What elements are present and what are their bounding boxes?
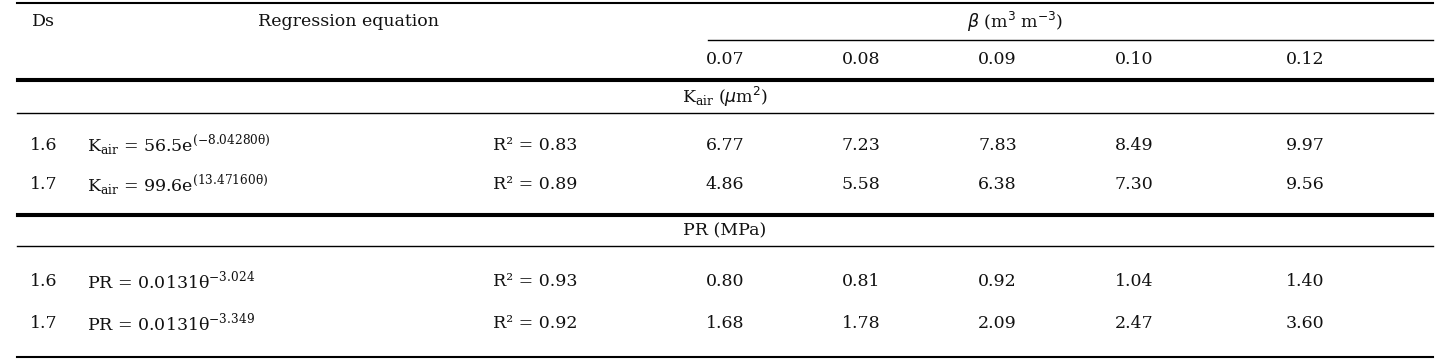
Text: 6.38: 6.38 xyxy=(979,176,1016,193)
Text: 0.92: 0.92 xyxy=(979,273,1016,289)
Text: K$_{\mathregular{air}}$ ($\mu$m$^2$): K$_{\mathregular{air}}$ ($\mu$m$^2$) xyxy=(682,85,769,109)
Text: 2.47: 2.47 xyxy=(1115,315,1153,332)
Text: 5.58: 5.58 xyxy=(842,176,880,193)
Text: 1.6: 1.6 xyxy=(30,273,57,289)
Text: PR = 0.0131θ$^{\mathregular{-3.349}}$: PR = 0.0131θ$^{\mathregular{-3.349}}$ xyxy=(87,312,255,334)
Text: 0.12: 0.12 xyxy=(1286,51,1324,68)
Text: 1.7: 1.7 xyxy=(29,315,58,332)
Text: K$_{\mathregular{air}}$ = 56.5e$^{\mathregular{(-8.04280θ)}}$: K$_{\mathregular{air}}$ = 56.5e$^{\mathr… xyxy=(87,132,271,157)
Text: 1.7: 1.7 xyxy=(29,176,58,193)
Text: 0.09: 0.09 xyxy=(979,51,1016,68)
Text: 0.10: 0.10 xyxy=(1115,51,1153,68)
Text: 9.56: 9.56 xyxy=(1286,176,1324,193)
Text: R² = 0.83: R² = 0.83 xyxy=(493,136,577,153)
Text: 1.68: 1.68 xyxy=(706,315,744,332)
Text: 1.6: 1.6 xyxy=(30,136,57,153)
Text: 0.81: 0.81 xyxy=(842,273,880,289)
Text: R² = 0.89: R² = 0.89 xyxy=(493,176,577,193)
Text: 1.40: 1.40 xyxy=(1286,273,1324,289)
Text: 0.07: 0.07 xyxy=(706,51,744,68)
Text: 2.09: 2.09 xyxy=(979,315,1016,332)
Text: R² = 0.92: R² = 0.92 xyxy=(493,315,577,332)
Text: PR = 0.0131θ$^{\mathregular{-3.024}}$: PR = 0.0131θ$^{\mathregular{-3.024}}$ xyxy=(87,270,255,292)
Text: $\beta$ (m$^3$ m$^{-3}$): $\beta$ (m$^3$ m$^{-3}$) xyxy=(967,10,1063,34)
Text: 1.04: 1.04 xyxy=(1115,273,1153,289)
Text: 7.23: 7.23 xyxy=(842,136,880,153)
Text: Ds: Ds xyxy=(32,13,55,31)
Text: 1.78: 1.78 xyxy=(842,315,880,332)
Text: K$_{\mathregular{air}}$ = 99.6e$^{\mathregular{(13.47160θ)}}$: K$_{\mathregular{air}}$ = 99.6e$^{\mathr… xyxy=(87,172,268,197)
Text: 0.08: 0.08 xyxy=(842,51,880,68)
Text: 7.30: 7.30 xyxy=(1115,176,1153,193)
Text: 4.86: 4.86 xyxy=(706,176,744,193)
Text: 3.60: 3.60 xyxy=(1286,315,1324,332)
Text: 9.97: 9.97 xyxy=(1286,136,1324,153)
Text: 0.80: 0.80 xyxy=(706,273,744,289)
Text: 7.83: 7.83 xyxy=(979,136,1016,153)
Text: 6.77: 6.77 xyxy=(706,136,744,153)
Text: 8.49: 8.49 xyxy=(1115,136,1153,153)
Text: Regression equation: Regression equation xyxy=(258,13,438,31)
Text: PR (MPa): PR (MPa) xyxy=(683,222,767,239)
Text: R² = 0.93: R² = 0.93 xyxy=(493,273,577,289)
